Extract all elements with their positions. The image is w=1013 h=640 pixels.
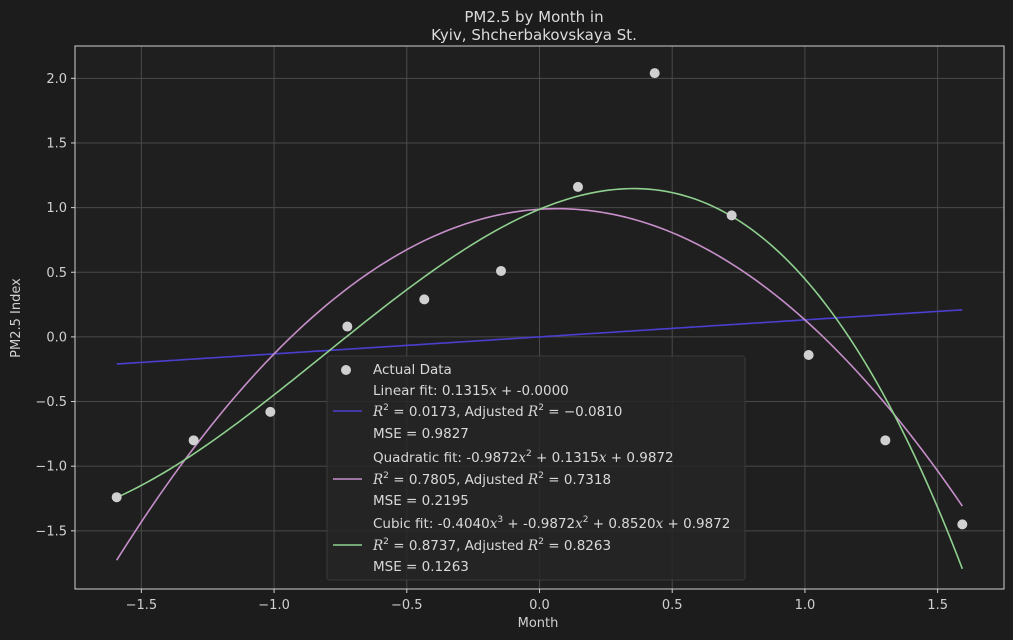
x-axis-label: Month [518,616,559,631]
data-point [112,492,122,502]
data-point [804,350,814,360]
y-axis-label: PM2.5 Index [9,278,24,358]
x-tick-label: 1.0 [795,598,816,613]
data-point [573,182,583,192]
legend-cubic-mse: MSE = 0.1263 [373,559,469,575]
y-tick-label: 0.5 [46,266,67,281]
y-tick-label: 2.0 [46,72,67,87]
data-point [496,266,506,276]
data-point [650,68,660,78]
data-point [189,435,199,445]
y-tick-label: −1.0 [35,460,67,475]
x-tick-label: 0.0 [529,598,550,613]
legend-linear-equation: Linear fit: 0.1315x + -0.0000 [373,383,569,399]
legend-quadratic-r2: R2 = 0.7805, Adjusted R2 = 0.7318 [372,471,611,488]
legend-quadratic-mse: MSE = 0.2195 [373,493,469,509]
data-point [419,294,429,304]
legend: Actual Data Linear fit: 0.1315x + -0.000… [327,356,745,580]
legend-marker-actual-data [341,365,351,375]
y-tick-label: −0.5 [35,395,67,410]
x-tick-label: −1.5 [126,598,158,613]
y-tick-label: 1.5 [46,136,67,151]
y-tick-label: −1.5 [35,524,67,539]
legend-linear-r2: R2 = 0.0173, Adjusted R2 = −0.0810 [372,403,622,420]
data-point [265,407,275,417]
data-point [880,435,890,445]
x-tick-label: 0.5 [662,598,683,613]
x-tick-label: −0.5 [391,598,423,613]
legend-quadratic-equation: Quadratic fit: -0.9872x2 + 0.1315x + 0.9… [373,449,674,466]
data-point [727,210,737,220]
legend-linear-mse: MSE = 0.9827 [373,426,469,442]
y-tick-label: 0.0 [46,330,67,345]
y-tick-label: 1.0 [46,201,67,216]
chart-title-line-2: Kyiv, Shcherbakovskaya St. [431,26,637,44]
data-point [342,322,352,332]
x-tick-label: −1.0 [258,598,290,613]
legend-label-actual-data: Actual Data [373,362,452,378]
x-tick-label: 1.5 [927,598,948,613]
chart-title-line-1: PM2.5 by Month in [464,8,603,26]
legend-cubic-r2: R2 = 0.8737, Adjusted R2 = 0.8263 [372,537,611,554]
legend-cubic-equation: Cubic fit: -0.4040x3 + -0.9872x2 + 0.852… [373,515,730,532]
data-point [957,519,967,529]
